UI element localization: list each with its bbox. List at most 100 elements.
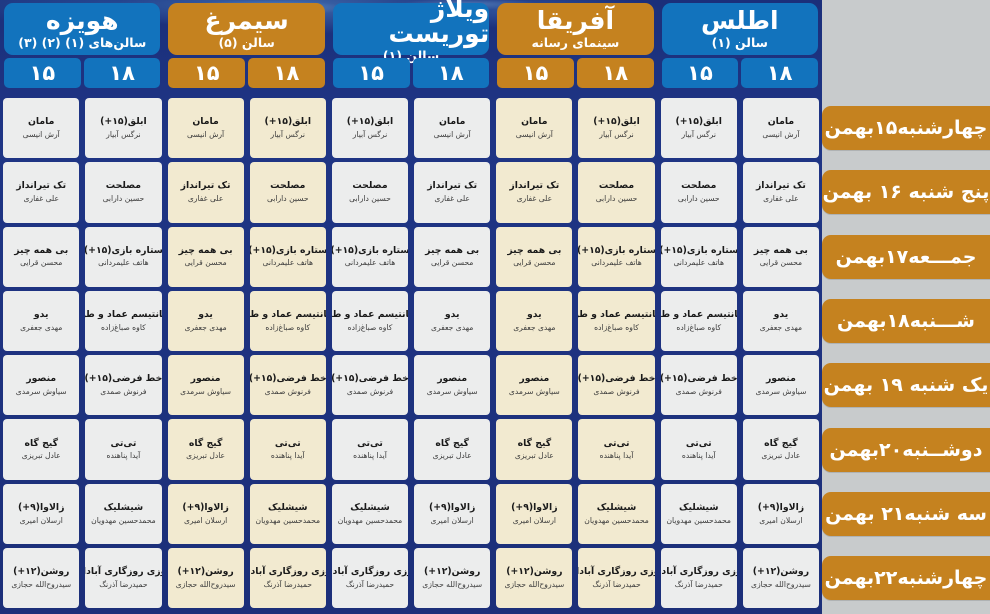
time-header-۱۸[interactable]: ۱۸ xyxy=(741,58,818,88)
screening-card[interactable]: خط فرضی(۱۵+) فرنوش صمدی xyxy=(85,355,162,416)
screening-card[interactable]: رمانتیسم عماد و طوباکاوه صباغ‌زاده xyxy=(85,290,162,352)
time-header-۱۵[interactable]: ۱۵ xyxy=(332,58,410,88)
screening-card[interactable]: ابلق(۱۵+) نرگس آبیار xyxy=(660,98,737,159)
time-header-۱۵[interactable]: ۱۵ xyxy=(168,58,246,88)
screening-card[interactable]: منصور سیاوش سرمدی xyxy=(414,355,491,416)
screening-card[interactable]: خط فرضی(۱۵+) فرنوش صمدی xyxy=(578,355,655,416)
screening-card[interactable]: تی‌تی آیدا پناهنده xyxy=(249,419,326,480)
screening-card[interactable]: گیج گاه عادل تبریزی xyxy=(414,419,491,480)
screening-card[interactable]: شیشلیک محمدحسین مهدویان xyxy=(331,483,409,545)
screening-card[interactable]: شیشلیک محمدحسین مهدویان xyxy=(85,483,162,545)
screening-card[interactable]: مصلحت حسین دارابی xyxy=(578,162,655,223)
screening-card[interactable]: بی همه چیز محسن قرایی xyxy=(414,226,491,287)
screening-card[interactable]: تی‌تی آیدا پناهنده xyxy=(85,419,162,480)
day-label-3[interactable]: جمـــعه۱۷بهمن xyxy=(822,234,990,279)
screening-card[interactable]: تی‌تی آیدا پناهنده xyxy=(660,419,737,480)
screening-card[interactable]: روزی روزگاری آبادانحمیدرضا آذرنگ xyxy=(249,548,326,609)
screening-card[interactable]: گیج گاه عادل تبریزی xyxy=(3,419,80,480)
day-label-6[interactable]: دوشــنبه۲۰بهمن xyxy=(822,427,990,472)
screening-card[interactable]: رمانتیسم عماد و طوباکاوه صباغ‌زاده xyxy=(578,290,655,352)
day-label-1[interactable]: چهارشنبه۱۵بهمن xyxy=(822,106,990,151)
screening-card[interactable]: گیج گاه عادل تبریزی xyxy=(496,419,573,480)
screening-card[interactable]: مامان آرش انیسی xyxy=(496,98,573,159)
screening-card[interactable]: زالاوا(۹+) ارسلان امیری xyxy=(742,483,819,545)
screening-card[interactable]: تک تیرانداز علی غفاری xyxy=(496,162,573,223)
screening-card[interactable]: روشن(۱۲+) سیدروح‌الله حجازی xyxy=(167,548,244,609)
time-header-۱۵[interactable]: ۱۵ xyxy=(497,58,574,88)
screening-card[interactable]: یدو مهدی جعفری xyxy=(414,290,491,352)
screening-card[interactable]: تک تیرانداز علی غفاری xyxy=(167,162,244,223)
screening-card[interactable]: خط فرضی(۱۵+) فرنوش صمدی xyxy=(249,355,326,416)
screening-card[interactable]: بی همه چیز محسن قرایی xyxy=(496,226,573,287)
screening-card[interactable]: رمانتیسم عماد و طوباکاوه صباغ‌زاده xyxy=(660,290,737,352)
time-header-۱۵[interactable]: ۱۵ xyxy=(4,58,81,88)
screening-card[interactable]: مامان آرش انیسی xyxy=(3,98,80,159)
screening-card[interactable]: مصلحت حسین دارابی xyxy=(331,162,409,223)
screening-card[interactable]: ابلق(۱۵+) نرگس آبیار xyxy=(578,98,655,159)
screening-card[interactable]: یدو مهدی جعفری xyxy=(167,290,244,352)
screening-card[interactable]: بی همه چیز محسن قرایی xyxy=(742,226,819,287)
screening-card[interactable]: ستاره بازی(۱۵+) هاتف علیمردانی xyxy=(249,226,326,287)
time-header-۱۸[interactable]: ۱۸ xyxy=(248,58,325,88)
screening-card[interactable]: ستاره بازی(۱۵+) هاتف علیمردانی xyxy=(331,226,409,287)
screening-card[interactable]: روشن(۱۲+) سیدروح‌الله حجازی xyxy=(414,548,491,609)
screening-card[interactable]: تی‌تی آیدا پناهنده xyxy=(331,419,409,480)
screening-card[interactable]: زالاوا(۹+) ارسلان امیری xyxy=(496,483,573,545)
screening-card[interactable]: خط فرضی(۱۵+) فرنوش صمدی xyxy=(331,355,409,416)
day-label-7[interactable]: سه شنبه۲۱ بهمن xyxy=(822,491,990,536)
screening-card[interactable]: مصلحت حسین دارابی xyxy=(85,162,162,223)
screening-card[interactable]: بی همه چیز محسن قرایی xyxy=(167,226,244,287)
day-label-5[interactable]: یک شنبه ۱۹ بهمن xyxy=(822,363,990,408)
time-header-۱۸[interactable]: ۱۸ xyxy=(412,58,490,88)
screening-card[interactable]: ابلق(۱۵+) نرگس آبیار xyxy=(249,98,326,159)
screening-card[interactable]: روزی روزگاری آبادانحمیدرضا آذرنگ xyxy=(660,548,737,609)
film-director: حسین دارابی xyxy=(349,194,391,204)
screening-card[interactable]: شیشلیک محمدحسین مهدویان xyxy=(660,483,737,545)
screening-card[interactable]: مامان آرش انیسی xyxy=(414,98,491,159)
screening-card[interactable]: روشن(۱۲+) سیدروح‌الله حجازی xyxy=(742,548,819,609)
day-label-4[interactable]: شـــنبه۱۸بهمن xyxy=(822,299,990,344)
screening-card[interactable]: رمانتیسم عماد و طوباکاوه صباغ‌زاده xyxy=(331,290,409,352)
screening-card[interactable]: یدو مهدی جعفری xyxy=(3,290,80,352)
screening-card[interactable]: بی همه چیز محسن قرایی xyxy=(3,226,80,287)
screening-card[interactable]: روشن(۱۲+) سیدروح‌الله حجازی xyxy=(496,548,573,609)
screening-card[interactable]: روزی روزگاری آبادانحمیدرضا آذرنگ xyxy=(331,548,409,609)
time-header-۱۸[interactable]: ۱۸ xyxy=(83,58,161,88)
screening-card[interactable]: ابلق(۱۵+) نرگس آبیار xyxy=(85,98,162,159)
screening-card[interactable]: زالاوا(۹+) ارسلان امیری xyxy=(3,483,80,545)
screening-card[interactable]: ابلق(۱۵+) نرگس آبیار xyxy=(331,98,409,159)
time-header-۱۸[interactable]: ۱۸ xyxy=(576,58,654,88)
screening-card[interactable]: شیشلیک محمدحسین مهدویان xyxy=(578,483,655,545)
screening-card[interactable]: گیج گاه عادل تبریزی xyxy=(742,419,819,480)
screening-card[interactable]: شیشلیک محمدحسین مهدویان xyxy=(249,483,326,545)
screening-card[interactable]: روزی روزگاری آبادانحمیدرضا آذرنگ xyxy=(578,548,655,609)
screening-card[interactable]: خط فرضی(۱۵+) فرنوش صمدی xyxy=(660,355,737,416)
screening-card[interactable]: روزی روزگاری آبادانحمیدرضا آذرنگ xyxy=(85,548,162,609)
screening-card[interactable]: مصلحت حسین دارابی xyxy=(249,162,326,223)
time-header-۱۵[interactable]: ۱۵ xyxy=(661,58,739,88)
screening-card[interactable]: مامان آرش انیسی xyxy=(742,98,819,159)
film-title: تی‌تی xyxy=(603,437,630,449)
screening-card[interactable]: مامان آرش انیسی xyxy=(167,98,244,159)
screening-card[interactable]: زالاوا(۹+) ارسلان امیری xyxy=(414,483,491,545)
screening-card[interactable]: زالاوا(۹+) ارسلان امیری xyxy=(167,483,244,545)
screening-card[interactable]: یدو مهدی جعفری xyxy=(496,290,573,352)
screening-card[interactable]: منصور سیاوش سرمدی xyxy=(742,355,819,416)
screening-card[interactable]: روشن(۱۲+) سیدروح‌الله حجازی xyxy=(3,548,80,609)
screening-card[interactable]: ستاره بازی(۱۵+) هاتف علیمردانی xyxy=(660,226,737,287)
screening-card[interactable]: رمانتیسم عماد و طوباکاوه صباغ‌زاده xyxy=(249,290,326,352)
screening-card[interactable]: گیج گاه عادل تبریزی xyxy=(167,419,244,480)
screening-card[interactable]: تک تیرانداز علی غفاری xyxy=(742,162,819,223)
day-label-2[interactable]: پنج شنبه ۱۶ بهمن xyxy=(822,170,990,215)
screening-card[interactable]: یدو مهدی جعفری xyxy=(742,290,819,352)
screening-card[interactable]: تک تیرانداز علی غفاری xyxy=(414,162,491,223)
day-label-8[interactable]: چهارشنبه۲۲بهمن xyxy=(822,556,990,601)
screening-card[interactable]: منصور سیاوش سرمدی xyxy=(496,355,573,416)
screening-card[interactable]: ستاره بازی(۱۵+) هاتف علیمردانی xyxy=(578,226,655,287)
screening-card[interactable]: منصور سیاوش سرمدی xyxy=(3,355,80,416)
screening-card[interactable]: ستاره بازی(۱۵+) هاتف علیمردانی xyxy=(85,226,162,287)
screening-card[interactable]: مصلحت حسین دارابی xyxy=(660,162,737,223)
screening-card[interactable]: منصور سیاوش سرمدی xyxy=(167,355,244,416)
screening-card[interactable]: تی‌تی آیدا پناهنده xyxy=(578,419,655,480)
screening-card[interactable]: تک تیرانداز علی غفاری xyxy=(3,162,80,223)
